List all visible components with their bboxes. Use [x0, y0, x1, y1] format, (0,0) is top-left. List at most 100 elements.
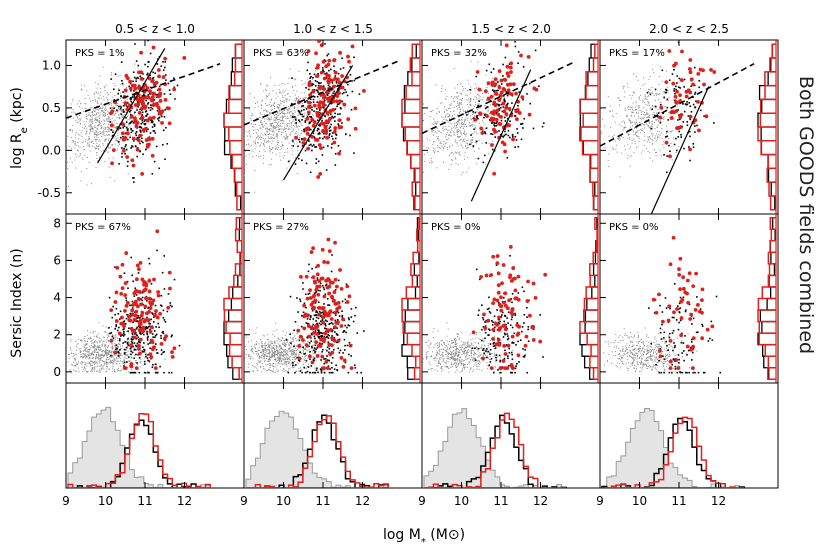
- black-point: [315, 89, 318, 92]
- grey-point: [249, 356, 251, 358]
- grey-point: [101, 135, 103, 137]
- grey-point: [96, 370, 98, 372]
- black-point: [320, 369, 323, 371]
- grey-point: [302, 342, 304, 344]
- black-point: [149, 132, 152, 134]
- grey-point: [292, 130, 294, 132]
- grey-point: [295, 125, 297, 127]
- black-point: [324, 324, 327, 327]
- grey-point: [115, 361, 117, 363]
- grey-point: [470, 118, 472, 120]
- grey-point: [76, 115, 78, 117]
- grey-point: [286, 354, 288, 356]
- grey-point: [117, 340, 119, 342]
- grey-point: [277, 144, 279, 146]
- grey-point: [297, 109, 299, 111]
- red-point: [144, 311, 149, 316]
- grey-point: [95, 366, 97, 368]
- black-point: [125, 126, 128, 129]
- grey-point: [451, 116, 453, 118]
- grey-point: [267, 85, 269, 87]
- grey-point: [462, 140, 464, 142]
- grey-point: [276, 116, 278, 118]
- red-point: [327, 58, 332, 63]
- grey-point: [118, 360, 120, 362]
- grey-point: [90, 361, 92, 363]
- grey-point: [134, 360, 136, 362]
- grey-point: [239, 350, 240, 351]
- grey-point: [103, 360, 105, 362]
- black-point: [143, 94, 145, 97]
- grey-point: [250, 350, 252, 352]
- grey-point: [93, 369, 95, 371]
- grey-point: [279, 357, 281, 359]
- red-point: [336, 91, 341, 95]
- red-point: [306, 126, 310, 131]
- grey-point: [94, 146, 96, 148]
- grey-point: [248, 354, 250, 356]
- red-point: [137, 267, 141, 272]
- grey-point: [59, 127, 60, 128]
- black-point: [325, 77, 328, 79]
- grey-point: [76, 370, 78, 372]
- grey-point: [272, 351, 274, 353]
- grey-point: [297, 173, 299, 175]
- grey-point: [110, 346, 112, 348]
- black-point: [122, 342, 124, 344]
- black-point: [331, 82, 334, 84]
- grey-point: [67, 361, 69, 363]
- grey-point: [245, 345, 247, 347]
- black-point: [318, 131, 321, 134]
- grey-point: [71, 131, 73, 133]
- grey-point: [110, 72, 112, 74]
- grey-point: [276, 134, 278, 136]
- grey-point: [264, 145, 266, 147]
- grey-point: [94, 360, 96, 362]
- grey-point: [115, 125, 117, 127]
- red-point: [325, 111, 330, 115]
- grey-point: [250, 115, 252, 117]
- black-point: [143, 349, 146, 351]
- black-point: [326, 80, 329, 82]
- grey-point: [284, 357, 286, 359]
- grey-point: [250, 349, 252, 351]
- red-point: [123, 88, 128, 93]
- grey-point: [294, 351, 296, 353]
- grey-point: [102, 354, 104, 356]
- black-point: [331, 356, 334, 359]
- grey-point: [114, 126, 116, 128]
- grey-point: [88, 358, 90, 360]
- black-point: [335, 341, 338, 344]
- black-point: [139, 118, 142, 120]
- grey-point: [89, 150, 91, 152]
- grey-point: [314, 84, 316, 86]
- red-point: [150, 136, 155, 141]
- grey-point: [305, 367, 307, 369]
- grey-point: [237, 360, 238, 361]
- grey-point: [253, 366, 255, 368]
- grey-point: [147, 371, 149, 373]
- grey-point: [100, 128, 102, 130]
- grey-point: [280, 112, 282, 114]
- black-point: [322, 311, 324, 314]
- grey-point: [119, 354, 121, 356]
- grey-point: [280, 351, 282, 353]
- grey-point: [254, 148, 256, 150]
- grey-point: [105, 108, 107, 110]
- grey-point: [272, 365, 274, 367]
- grey-point: [93, 354, 95, 356]
- red-point: [302, 137, 307, 141]
- black-point: [319, 124, 321, 127]
- grey-point: [266, 96, 268, 98]
- grey-point: [453, 133, 455, 135]
- black-point: [321, 350, 323, 353]
- grey-point: [66, 99, 67, 101]
- grey-point: [95, 357, 97, 359]
- grey-point: [283, 339, 285, 341]
- grey-point: [265, 356, 267, 358]
- black-point: [338, 88, 340, 91]
- red-point: [160, 120, 164, 125]
- red-point: [320, 354, 325, 359]
- black-point: [319, 315, 322, 318]
- grey-point: [101, 344, 103, 346]
